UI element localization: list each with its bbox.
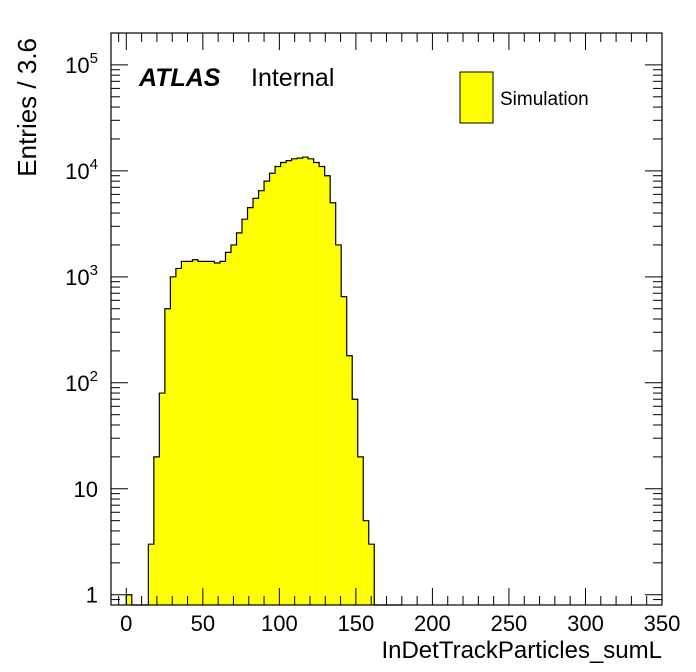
- histogram-bars: [126, 157, 375, 606]
- histogram-bar: [219, 261, 226, 605]
- histogram-bar: [313, 162, 320, 605]
- histogram-bar: [258, 190, 265, 605]
- x-tick-label: 300: [567, 611, 604, 636]
- x-tick-label: 150: [338, 611, 375, 636]
- y-tick-label: 105: [65, 50, 98, 78]
- histogram-bar: [148, 544, 154, 605]
- x-tick-label: 200: [414, 611, 451, 636]
- histogram-bar: [341, 296, 347, 605]
- histogram-bar: [225, 252, 231, 605]
- histogram-bar: [181, 261, 187, 605]
- x-axis-title: InDetTrackParticles_sumL: [381, 637, 662, 664]
- histogram-bar: [363, 520, 369, 605]
- histogram-bar: [319, 166, 325, 605]
- histogram-bar: [192, 259, 198, 605]
- internal-label: Internal: [251, 64, 334, 92]
- y-tick-label: 103: [65, 262, 98, 290]
- histogram-bar: [175, 268, 182, 605]
- legend-swatch: [459, 71, 494, 124]
- histogram-bar: [214, 263, 220, 605]
- x-tick-label: 100: [261, 611, 298, 636]
- histogram-bar: [368, 544, 375, 605]
- histogram-bar: [159, 393, 165, 605]
- atlas-label: ATLAS: [138, 64, 221, 92]
- histogram-bar: [335, 244, 342, 606]
- y-axis-title: Entries / 3.6: [12, 38, 42, 177]
- histogram-bar: [186, 261, 193, 605]
- y-tick-label: 102: [65, 368, 98, 396]
- histogram-bar: [330, 202, 336, 605]
- histogram-bar: [269, 173, 276, 605]
- histogram-bar: [208, 261, 215, 605]
- histogram-bar: [164, 308, 171, 605]
- histogram-bar: [275, 166, 281, 605]
- histogram-outline: [125, 156, 402, 606]
- histogram-bar: [230, 244, 237, 606]
- histogram-bar: [297, 158, 303, 605]
- histogram-bar: [197, 261, 204, 605]
- histogram-bar: [170, 276, 176, 605]
- histogram-bar: [280, 162, 287, 605]
- x-tick-label: 250: [491, 611, 528, 636]
- y-tick-label: 104: [65, 156, 98, 184]
- histogram-bar: [346, 355, 353, 605]
- histogram-bar: [203, 261, 209, 605]
- histogram-bar: [126, 594, 132, 605]
- y-tick-label: 1: [86, 583, 98, 608]
- histogram-bar: [247, 207, 254, 605]
- x-tick-labels: 0 50 100 150 200 250 300 350: [120, 611, 680, 636]
- histogram-bar: [242, 219, 248, 606]
- histogram-bar: [308, 158, 314, 605]
- histogram-bar: [324, 175, 331, 605]
- x-tick-label: 350: [644, 611, 681, 636]
- histogram-bar: [286, 160, 292, 606]
- plot-frame: [110, 32, 663, 606]
- axis-ticks: [111, 32, 663, 605]
- histogram-bar: [291, 158, 298, 605]
- histogram-bar: [236, 232, 243, 606]
- y-tick-label: 10: [74, 477, 98, 502]
- histogram-bar: [153, 456, 160, 605]
- x-tick-label: 0: [120, 611, 132, 636]
- histogram-bar: [264, 181, 270, 606]
- x-tick-label: 50: [191, 611, 215, 636]
- histogram-bar: [357, 456, 364, 605]
- histogram-bar: [352, 399, 358, 605]
- histogram-bar: [302, 157, 309, 605]
- legend-label-simulation: Simulation: [500, 89, 589, 110]
- histogram-bar: [253, 198, 259, 605]
- y-tick-labels: 1 10 102 103 104 105: [65, 50, 98, 608]
